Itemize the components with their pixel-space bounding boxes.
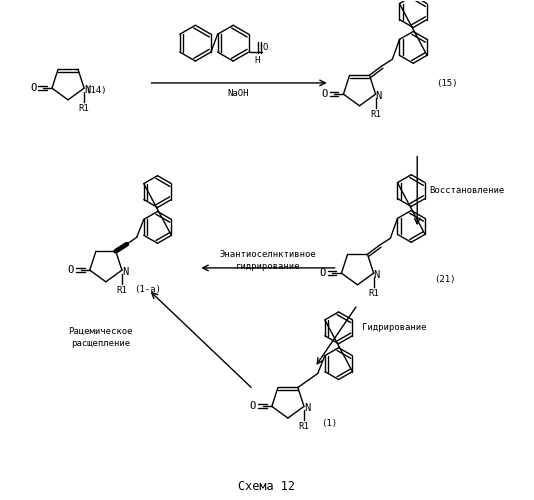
Text: NaOH: NaOH (227, 90, 249, 98)
Text: R1: R1 (78, 104, 90, 112)
Text: расщепление: расщепление (72, 339, 130, 348)
Text: N: N (84, 85, 90, 95)
Text: (15): (15) (436, 80, 458, 88)
Text: O: O (321, 89, 328, 99)
Text: N: N (373, 270, 380, 280)
Text: Восстановление: Восстановление (429, 186, 505, 195)
Text: R1: R1 (368, 288, 379, 298)
Text: N: N (304, 404, 310, 413)
Text: O: O (263, 42, 268, 51)
Text: H: H (254, 56, 260, 64)
Text: Энантиоселнктивное: Энантиоселнктивное (219, 250, 316, 260)
Text: Схема 12: Схема 12 (239, 480, 295, 493)
Text: гидрирование: гидрирование (235, 262, 300, 272)
Text: Гидрирование: Гидрирование (362, 323, 426, 332)
Text: R1: R1 (370, 110, 381, 118)
Text: R1: R1 (299, 422, 309, 431)
Text: (1): (1) (321, 418, 337, 428)
Text: (1-a): (1-a) (134, 286, 161, 294)
Text: N: N (122, 267, 128, 277)
Text: O: O (319, 268, 326, 278)
Text: O: O (250, 402, 256, 411)
Text: O: O (68, 265, 74, 275)
Text: Рацемическое: Рацемическое (68, 327, 133, 336)
Text: R1: R1 (116, 286, 127, 294)
Text: N: N (375, 91, 382, 101)
Text: (21): (21) (434, 276, 456, 284)
Text: O: O (30, 83, 36, 93)
Text: (14): (14) (85, 86, 107, 96)
